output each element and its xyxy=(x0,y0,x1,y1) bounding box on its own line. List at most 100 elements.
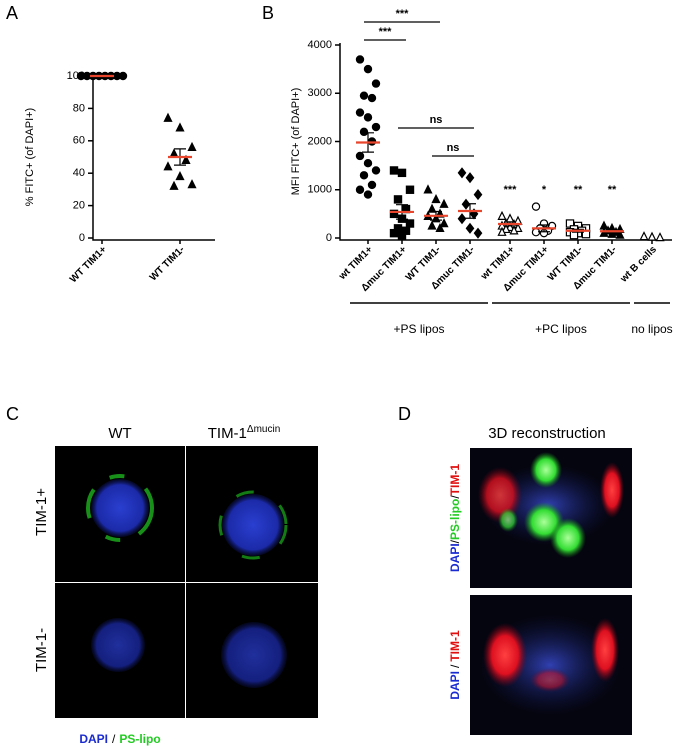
data-point xyxy=(359,127,369,137)
bracket-label: ns xyxy=(430,114,443,126)
stain: PS-lipo xyxy=(119,732,160,746)
stain: TIM-1 xyxy=(448,464,462,496)
column-label: WT xyxy=(108,425,131,442)
bracket-label: ns xyxy=(447,142,460,154)
group-label: +PS lipos xyxy=(393,322,444,336)
data-point xyxy=(513,222,523,233)
data-point xyxy=(169,180,179,190)
data-point xyxy=(371,79,381,88)
ps-lipo-signal xyxy=(498,508,518,532)
data-point xyxy=(501,223,511,234)
data-point xyxy=(505,213,515,223)
tim1-signal xyxy=(591,618,619,682)
data-point xyxy=(355,108,365,117)
data-point xyxy=(427,203,437,213)
data-point xyxy=(163,161,173,171)
data-point xyxy=(187,141,197,151)
y-axis-label: % FITC+ (of DAPI+) xyxy=(24,108,36,206)
x-tick-label: wt B cells xyxy=(618,244,659,285)
data-point xyxy=(389,228,399,238)
data-point xyxy=(175,170,185,181)
column-label-sup: Δmucin xyxy=(247,424,280,435)
data-point xyxy=(355,185,365,194)
y-tick-label: 60 xyxy=(73,135,85,147)
data-point xyxy=(359,171,369,180)
data-point xyxy=(457,167,467,179)
data-point xyxy=(363,113,373,122)
data-point xyxy=(439,218,449,228)
data-point xyxy=(359,91,369,100)
data-point xyxy=(439,198,449,208)
panel-c: C WT TIM-1Δmucin TIM-1+ TIM-1- DAPI / PS-l… xyxy=(6,404,318,746)
data-point xyxy=(355,55,365,64)
data-point xyxy=(371,166,381,175)
data-point xyxy=(367,180,377,190)
stain: DAPI xyxy=(448,671,462,700)
data-point xyxy=(473,189,483,201)
row-label: TIM-1- xyxy=(33,628,50,672)
panel-title: 3D reconstruction xyxy=(488,425,606,442)
significance: ** xyxy=(574,184,583,196)
y-tick-label: 20 xyxy=(73,200,85,212)
stain: DAPI xyxy=(79,732,108,746)
x-tick-label: WT TIM1- xyxy=(148,244,187,283)
ps-lipo-signal xyxy=(86,474,154,542)
data-point xyxy=(607,228,617,238)
panel-letter: D xyxy=(398,404,411,424)
data-point xyxy=(457,213,467,225)
nucleus xyxy=(221,622,287,688)
y-tick-label: 1000 xyxy=(308,184,332,196)
data-point xyxy=(509,225,519,235)
bracket-label: *** xyxy=(379,26,393,38)
nucleus xyxy=(91,618,145,672)
separator: / xyxy=(448,664,462,668)
y-tick-label: 0 xyxy=(79,232,85,244)
stain: PS-lipo xyxy=(448,499,462,540)
bracket-label: *** xyxy=(396,8,410,20)
data-point xyxy=(599,227,609,237)
axis xyxy=(339,43,672,241)
axis xyxy=(92,74,215,241)
tim1-signal xyxy=(483,623,527,687)
data-point xyxy=(531,202,541,211)
data-point xyxy=(367,93,377,103)
data-point xyxy=(169,148,179,158)
separator: / xyxy=(112,732,116,746)
y-tick-label: 40 xyxy=(73,167,85,179)
y-tick-label: 4000 xyxy=(308,39,332,51)
data-point xyxy=(465,222,475,234)
row-label: TIM-1+ xyxy=(33,488,50,536)
data-point xyxy=(427,220,437,230)
significance: *** xyxy=(504,184,518,196)
significance: * xyxy=(542,184,547,196)
ps-lipo-signal xyxy=(218,490,288,560)
data-point xyxy=(363,159,373,168)
data-point xyxy=(655,232,665,242)
data-point xyxy=(355,151,365,161)
x-tick-label: WT TIM1+ xyxy=(68,244,109,285)
group-label: no lipos xyxy=(631,322,672,336)
y-tick-label: 3000 xyxy=(308,87,332,99)
data-point xyxy=(435,222,445,233)
data-point xyxy=(397,231,407,240)
y-tick-label: 2000 xyxy=(308,135,332,147)
data-point xyxy=(181,154,191,164)
data-point xyxy=(473,227,483,239)
data-point xyxy=(397,168,407,178)
separator: / xyxy=(448,539,462,543)
data-point xyxy=(431,193,441,204)
data-point xyxy=(389,166,399,175)
data-point xyxy=(639,231,649,241)
stain: DAPI xyxy=(448,543,462,572)
data-point xyxy=(393,195,403,204)
data-point xyxy=(423,184,433,194)
data-point xyxy=(465,172,475,184)
stain-legend: DAPI/PS-lipo/TIM-1 xyxy=(448,464,462,572)
data-point xyxy=(497,210,507,220)
data-point xyxy=(647,231,657,241)
data-point xyxy=(405,185,415,194)
separator: / xyxy=(448,495,462,499)
ps-lipo-signal xyxy=(530,452,562,488)
panel-letter: B xyxy=(262,3,274,23)
